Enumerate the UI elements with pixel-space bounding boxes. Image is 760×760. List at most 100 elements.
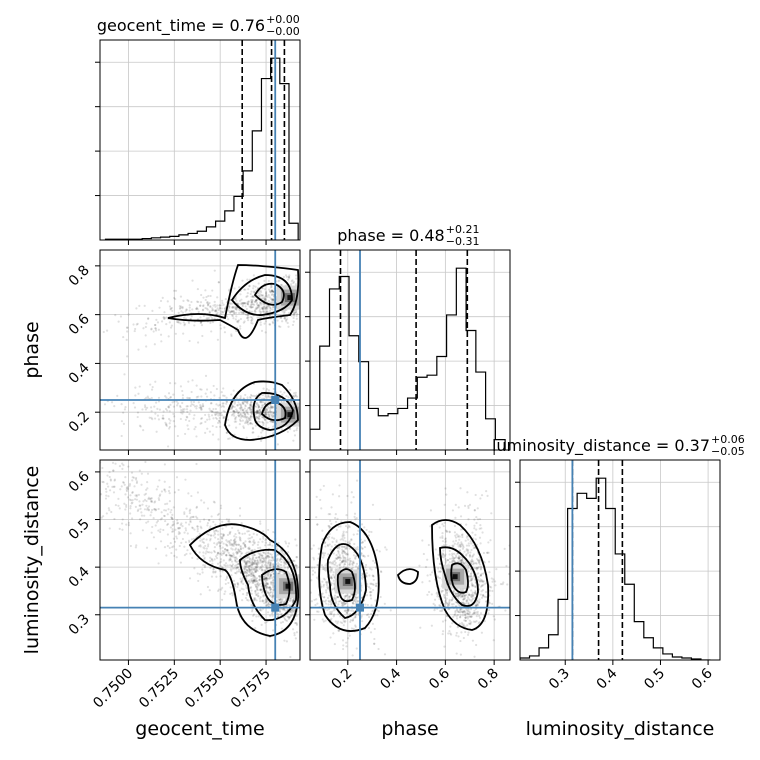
sample-point [188,419,191,423]
sample-point [164,509,168,512]
sample-point [472,611,475,615]
sample-point [166,522,170,526]
sample-point [355,565,358,568]
sample-point [260,294,264,297]
sample-point [458,557,461,560]
sample-point [226,544,229,547]
sample-point [271,544,274,547]
sample-point [251,427,255,430]
sample-point [77,457,79,459]
sample-point [465,523,468,526]
sample-point [343,563,346,566]
sample-point [475,604,478,607]
sample-point [349,619,352,622]
sample-point [327,538,330,541]
sample-point [217,438,220,441]
sample-point [134,327,137,331]
sample-point [248,568,251,571]
sample-point [159,528,162,531]
sample-point [143,304,146,307]
sample-point [313,571,317,574]
sample-point [343,563,347,566]
sample-point [251,563,254,566]
sample-point [262,309,265,312]
sample-point [474,620,477,624]
sample-point [255,593,258,597]
sample-point [145,521,148,524]
sample-point [313,566,316,569]
sample-point [365,572,368,575]
sample-point [141,529,144,532]
sample-point [268,416,271,419]
sample-point [149,514,152,517]
sample-point [174,297,177,301]
sample-point [284,316,287,319]
sample-point [266,600,269,603]
sample-point [181,524,184,528]
sample-point [264,544,267,547]
sample-point [228,424,231,427]
sample-point [239,546,242,549]
sample-point [460,559,463,562]
sample-point [361,541,364,544]
sample-point [239,404,243,407]
sample-point [248,548,251,551]
sample-point [213,542,216,545]
sample-point [259,559,262,562]
sample-point [321,529,324,532]
sample-point [250,566,253,569]
sample-point [287,570,290,574]
sample-point [251,298,254,302]
sample-point [168,410,171,413]
sample-point [170,516,173,519]
sample-point [235,329,238,333]
sample-point [258,556,261,559]
sample-point [197,545,201,548]
sample-point [278,570,282,573]
sample-point [271,557,275,560]
sample-point [331,536,334,539]
sample-point [125,486,128,489]
sample-point [242,547,245,550]
sample-point [249,306,252,309]
sample-point [266,306,269,309]
sample-point [237,401,240,404]
sample-point [113,404,116,408]
sample-point [295,556,298,559]
sample-point [463,594,467,597]
sample-point [222,415,225,418]
sample-point [237,319,241,322]
sample-point [194,425,197,429]
sample-point [243,559,246,562]
sample-point [442,549,445,552]
sample-point [193,405,197,408]
sample-point [360,614,363,618]
sample-point [225,402,228,405]
sample-point [468,613,471,616]
sample-point [236,582,239,585]
sample-point [258,552,261,556]
sample-point [211,559,214,562]
sample-point [293,618,296,621]
sample-point [333,537,336,540]
sample-point [214,407,217,411]
sample-point [365,568,368,572]
sample-point [248,567,251,571]
sample-point [176,434,179,438]
sample-point [186,532,189,535]
sample-point [256,585,259,589]
sample-point [292,610,295,613]
sample-point [471,583,474,586]
sample-point [175,320,179,323]
sample-point [232,579,236,582]
sample-point [181,306,184,309]
sample-point [229,586,232,589]
sample-point [337,556,340,559]
sample-point [214,305,217,308]
sample-point [464,612,467,615]
sample-point [270,580,273,584]
sample-point [271,298,275,301]
sample-point [471,560,474,563]
sample-point [482,580,485,583]
sample-point [181,412,184,415]
